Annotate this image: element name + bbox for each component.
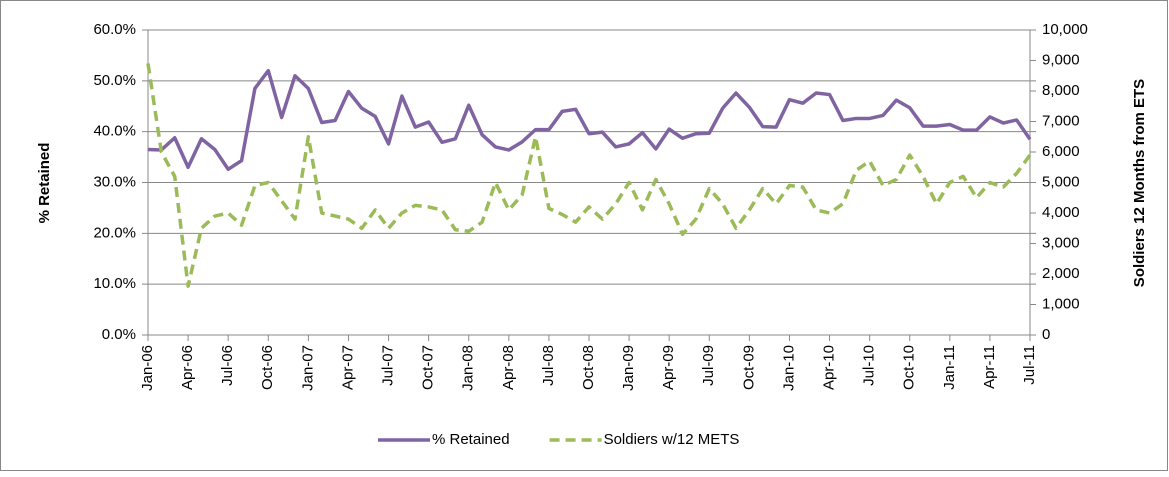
x-tick-label: Jul-07 [380, 345, 397, 386]
x-tick-label: Jul-10 [861, 345, 878, 386]
x-tick-label: Jan-10 [780, 345, 797, 391]
y2-tick-label: 6,000 [1042, 143, 1080, 160]
x-tick-label: Jan-11 [941, 345, 958, 390]
y2-tick-label: 4,000 [1042, 204, 1080, 221]
legend-label: Soldiers w/12 METS [604, 431, 740, 448]
y2-axis-title: Soldiers 12 Months from ETS [1131, 79, 1148, 287]
x-tick-label: Oct-06 [259, 345, 276, 390]
y-tick-label: 60.0% [93, 21, 136, 38]
x-tick-label: Jul-11 [1021, 345, 1038, 385]
x-tick-label: Apr-07 [339, 345, 356, 390]
x-tick-label: Apr-08 [500, 345, 517, 390]
x-tick-label: Apr-10 [821, 345, 838, 390]
y-axis-title: % Retained [36, 143, 53, 224]
x-tick-label: Apr-06 [179, 345, 196, 390]
x-tick-label: Jul-09 [700, 345, 717, 386]
series-line [147, 68, 1032, 172]
y2-tick-label: 10,000 [1042, 21, 1088, 38]
y2-tick-label: 8,000 [1042, 82, 1080, 99]
y2-tick-label: 3,000 [1042, 234, 1080, 251]
y2-tick-label: 1,000 [1042, 295, 1080, 312]
y-tick-label: 0.0% [102, 326, 136, 343]
x-tick-label: Jan-07 [299, 345, 316, 391]
x-tick-label: Apr-09 [660, 345, 677, 390]
y-tick-label: 30.0% [93, 173, 136, 190]
x-tick-label: Jul-06 [219, 345, 236, 386]
x-tick-label: Jan-06 [139, 345, 156, 391]
y2-tick-label: 7,000 [1042, 112, 1080, 129]
y2-tick-label: 9,000 [1042, 51, 1080, 68]
y-tick-label: 20.0% [93, 224, 136, 241]
y2-tick-label: 0 [1042, 326, 1050, 343]
x-tick-label: Jan-08 [460, 345, 477, 391]
legend-label: % Retained [432, 431, 510, 448]
x-tick-label: Jul-08 [540, 345, 557, 386]
y2-tick-label: 2,000 [1042, 265, 1080, 282]
x-tick-label: Apr-11 [981, 345, 998, 389]
x-tick-label: Jan-09 [620, 345, 637, 391]
series-line [146, 63, 1032, 288]
x-tick-label: Oct-07 [420, 345, 437, 390]
x-tick-label: Oct-10 [901, 345, 918, 390]
y2-tick-label: 5,000 [1042, 173, 1080, 190]
y-tick-label: 50.0% [93, 72, 136, 89]
y-tick-label: 10.0% [93, 275, 136, 292]
x-tick-label: Oct-09 [740, 345, 757, 390]
x-tick-label: Oct-08 [580, 345, 597, 390]
y-tick-label: 40.0% [93, 123, 136, 140]
